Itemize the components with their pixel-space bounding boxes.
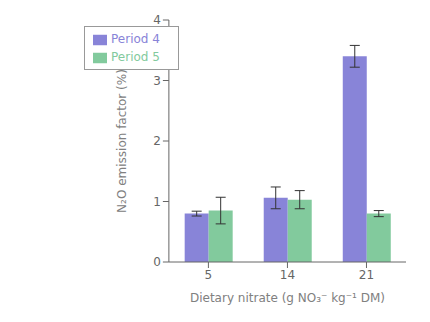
svg-text:N₂O emission factor (%): N₂O emission factor (%) [115,69,129,213]
svg-text:1: 1 [153,195,161,209]
svg-text:5: 5 [205,268,213,282]
svg-text:Dietary nitrate (g NO₃⁻ kg⁻¹ D: Dietary nitrate (g NO₃⁻ kg⁻¹ DM) [190,291,385,305]
svg-text:3: 3 [153,74,161,88]
svg-text:2: 2 [153,134,161,148]
html-text:Period 5: Period 5 [111,50,160,64]
svg-text:4: 4 [153,13,161,27]
svg-text:0: 0 [153,255,161,269]
svg-text:14: 14 [280,268,295,282]
html-text:Period 4: Period 4 [111,32,160,46]
svg-text:21: 21 [359,268,374,282]
